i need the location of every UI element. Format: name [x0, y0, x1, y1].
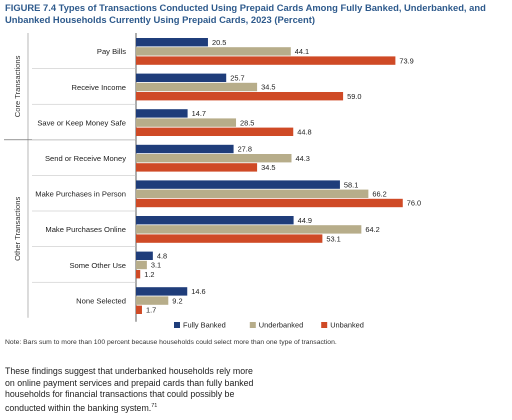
data-label-unbanked-receive-income: 59.0 — [347, 92, 361, 101]
category-label-send-or-receive-money: Send or Receive Money — [45, 154, 126, 163]
data-label-underbanked-make-purchases-online: 64.2 — [365, 225, 379, 234]
data-label-unbanked-make-purchases-in-person: 76.0 — [407, 199, 421, 208]
category-label-pay-bills: Pay Bills — [97, 47, 126, 56]
group-label-other-transactions: Other Transactions — [13, 197, 22, 261]
category-label-make-purchases-online: Make Purchases Online — [45, 225, 126, 234]
category-label-layer: Pay Bills Receive Income Save or Keep Mone… — [35, 47, 126, 305]
data-label-fully-banked-none-selected: 14.6 — [191, 287, 205, 296]
bar-unbanked-save-or-keep-money-safe — [136, 127, 294, 136]
bar-underbanked-pay-bills — [136, 47, 291, 56]
data-label-unbanked-some-other-use: 1.2 — [144, 270, 154, 279]
legend: Fully Banked Underbanked Unbanked — [174, 321, 364, 330]
chart-note: Note: Bars sum to more than 100 percent … — [5, 339, 337, 346]
legend-swatch-underbanked — [249, 322, 256, 328]
data-label-unbanked-send-or-receive-money: 34.5 — [261, 163, 275, 172]
legend-label-fully-banked: Fully Banked — [183, 321, 226, 330]
data-label-fully-banked-make-purchases-in-person: 58.1 — [344, 180, 358, 189]
bar-underbanked-receive-income — [136, 82, 258, 92]
group-layer: Core Transactions Other Transactions — [4, 33, 136, 318]
data-label-underbanked-save-or-keep-money-safe: 28.5 — [240, 118, 254, 127]
bar-fully-banked-pay-bills — [136, 38, 208, 47]
category-label-save-or-keep-money-safe: Save or Keep Money Safe — [37, 118, 126, 127]
bar-underbanked-some-other-use — [136, 260, 147, 270]
data-label-unbanked-none-selected: 1.7 — [146, 306, 156, 315]
bar-underbanked-make-purchases-in-person — [136, 189, 369, 198]
bar-unbanked-make-purchases-online — [136, 234, 323, 243]
body-text: These findings suggest that underbanked … — [5, 366, 254, 413]
bar-unbanked-receive-income — [136, 92, 344, 101]
bar-fully-banked-make-purchases-online — [136, 216, 294, 225]
figure-title: FIGURE 7.4 Types of Transactions Conduct… — [5, 2, 486, 25]
legend-swatch-unbanked — [321, 322, 328, 328]
bar-fully-banked-save-or-keep-money-safe — [136, 109, 188, 118]
data-label-fully-banked-some-other-use: 4.8 — [157, 252, 167, 261]
data-label-fully-banked-make-purchases-online: 44.9 — [298, 216, 312, 225]
data-label-fully-banked-receive-income: 25.7 — [230, 74, 244, 83]
data-label-unbanked-save-or-keep-money-safe: 44.8 — [297, 128, 311, 137]
group-label-core-transactions: Core Transactions — [13, 55, 22, 117]
data-label-underbanked-none-selected: 9.2 — [172, 296, 182, 305]
data-label-underbanked-pay-bills: 44.1 — [295, 47, 309, 56]
bar-fully-banked-some-other-use — [136, 251, 153, 260]
bar-unbanked-none-selected — [136, 305, 142, 314]
bar-fully-banked-receive-income — [136, 73, 227, 82]
data-label-unbanked-make-purchases-online: 53.1 — [326, 234, 340, 243]
bar-fully-banked-send-or-receive-money — [136, 144, 234, 154]
legend-label-underbanked: Underbanked — [259, 321, 303, 330]
bar-underbanked-save-or-keep-money-safe — [136, 118, 237, 127]
data-label-underbanked-send-or-receive-money: 44.3 — [295, 154, 309, 163]
bar-fully-banked-make-purchases-in-person — [136, 180, 340, 189]
footnote-ref: 71 — [151, 402, 158, 409]
data-label-underbanked-receive-income: 34.5 — [261, 83, 275, 92]
category-label-none-selected: None Selected — [76, 296, 126, 305]
category-label-receive-income: Receive Income — [72, 83, 126, 92]
legend-swatch-fully-banked — [174, 322, 180, 328]
body-paragraph: These findings suggest that underbanked … — [5, 366, 260, 414]
bar-underbanked-make-purchases-online — [136, 225, 362, 234]
bar-underbanked-send-or-receive-money — [136, 154, 292, 163]
data-label-underbanked-some-other-use: 3.1 — [151, 261, 161, 270]
data-label-fully-banked-save-or-keep-money-safe: 14.7 — [192, 109, 206, 118]
bar-unbanked-send-or-receive-money — [136, 163, 258, 172]
data-label-fully-banked-pay-bills: 20.5 — [212, 38, 226, 47]
bar-layer: 20.5 44.1 73.9 25.7 34.5 59.0 14.7 28.5 44.8 27.8… — [136, 38, 421, 315]
bar-unbanked-pay-bills — [136, 56, 396, 65]
bar-unbanked-some-other-use — [136, 270, 141, 279]
bar-fully-banked-none-selected — [136, 287, 188, 296]
category-label-some-other-use: Some Other Use — [69, 261, 126, 270]
data-label-fully-banked-send-or-receive-money: 27.8 — [238, 145, 252, 154]
bar-underbanked-none-selected — [136, 296, 169, 305]
legend-label-unbanked: Unbanked — [330, 321, 364, 330]
bar-unbanked-make-purchases-in-person — [136, 198, 403, 208]
category-label-make-purchases-in-person: Make Purchases in Person — [35, 190, 126, 199]
data-label-unbanked-pay-bills: 73.9 — [399, 56, 413, 65]
data-label-underbanked-make-purchases-in-person: 66.2 — [372, 190, 386, 199]
